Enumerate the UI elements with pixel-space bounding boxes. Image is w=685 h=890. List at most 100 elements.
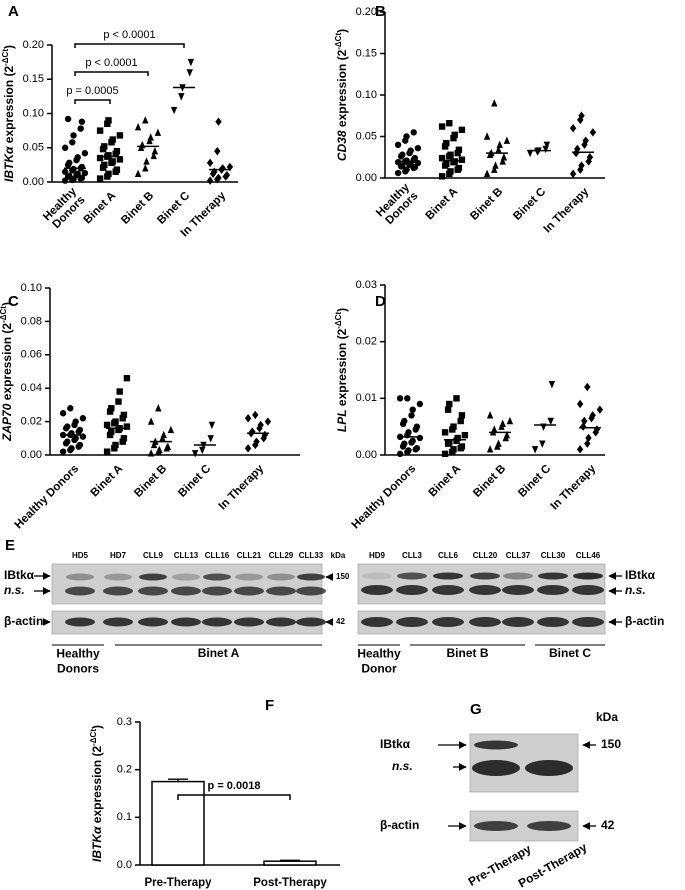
- ylabel-gene: IBTKα: [2, 146, 16, 182]
- blot-band: [171, 586, 201, 596]
- blot-band: [65, 586, 95, 596]
- dot: [112, 418, 119, 425]
- kda-marker: 42: [336, 617, 345, 626]
- dot: [441, 429, 449, 436]
- lane-label: CLL20: [473, 551, 498, 560]
- y-tick-label: 0.05: [356, 130, 377, 142]
- blot-band: [537, 617, 569, 627]
- dot: [454, 434, 461, 442]
- blot-band: [469, 617, 501, 627]
- x-tick-label: Pre-Therapy: [144, 877, 212, 889]
- x-tick-label: In Therapy: [542, 185, 592, 235]
- dot: [596, 405, 604, 414]
- dot: [438, 173, 446, 180]
- dot: [446, 439, 453, 446]
- dot: [116, 156, 124, 163]
- sig-bracket: [74, 71, 149, 76]
- x-tick-label: Binet B: [471, 463, 508, 500]
- dot: [451, 158, 458, 165]
- ylabel-close: ): [335, 308, 349, 312]
- dot: [164, 442, 172, 450]
- dot: [581, 416, 588, 426]
- dot: [405, 429, 412, 436]
- dot: [123, 423, 131, 430]
- dot: [215, 173, 222, 183]
- x-tick-label: Binet A: [427, 463, 464, 500]
- dot: [147, 133, 154, 141]
- y-tick-label: 0.02: [356, 336, 377, 348]
- sig-label: p < 0.0001: [103, 29, 155, 41]
- dot: [539, 440, 546, 448]
- kda-marker: 150: [336, 572, 350, 581]
- blot-band: [202, 617, 232, 627]
- ylabel-close: ): [335, 29, 349, 33]
- panel-label: A: [8, 3, 19, 20]
- ylabel-gene: LPL: [335, 409, 349, 432]
- x-tick-label: In Therapy: [217, 462, 267, 512]
- dot: [589, 411, 596, 420]
- dot: [582, 136, 589, 145]
- dot: [150, 151, 157, 160]
- lane-label: CLL6: [438, 551, 459, 560]
- dot: [586, 153, 594, 162]
- dot: [403, 157, 410, 164]
- dot: [186, 69, 193, 77]
- dot: [72, 435, 79, 442]
- dot: [61, 144, 69, 151]
- dot: [394, 141, 402, 148]
- dot: [112, 441, 119, 449]
- ylabel-text: expression (2: [335, 49, 349, 130]
- x-tick-label: Binet A: [424, 186, 461, 223]
- blot-band: [396, 617, 428, 627]
- dot: [187, 58, 195, 67]
- dot: [413, 423, 421, 430]
- dot: [191, 450, 199, 458]
- dot: [410, 129, 417, 136]
- dot: [394, 169, 402, 177]
- y-axis-label: IBTKα expression (2-ΔCt): [1, 45, 17, 182]
- lane-label: CLL46: [576, 551, 601, 560]
- y-tick-label: 0.00: [23, 176, 44, 188]
- dot: [116, 132, 124, 139]
- band-label: IBtkα: [4, 568, 35, 582]
- dot: [206, 158, 214, 168]
- dot: [572, 148, 580, 158]
- x-tick-label: Binet B: [468, 186, 505, 223]
- ylabel-sup: -ΔCt: [334, 312, 343, 329]
- dot: [111, 445, 118, 452]
- blot-band: [139, 573, 167, 581]
- dot: [491, 165, 498, 173]
- dot: [81, 150, 89, 157]
- dot: [105, 170, 112, 177]
- dot: [108, 405, 115, 412]
- blot-band: [103, 617, 133, 627]
- blot-band: [573, 572, 603, 580]
- sig-label: p = 0.0005: [66, 85, 118, 97]
- dot: [450, 134, 457, 142]
- dot: [78, 163, 86, 171]
- dot: [105, 117, 112, 124]
- blot-band: [527, 821, 571, 831]
- blot-band: [104, 573, 132, 581]
- dot: [79, 415, 87, 422]
- dot: [116, 388, 123, 395]
- y-tick-label: 0.00: [356, 449, 377, 461]
- dot: [458, 443, 466, 450]
- dot: [483, 132, 491, 140]
- blot-band: [138, 617, 168, 627]
- x-tick-label: Binet B: [132, 463, 169, 500]
- dot: [401, 440, 408, 447]
- dot: [447, 168, 454, 175]
- dot: [584, 382, 591, 392]
- ylabel-gene: ZAP70: [0, 403, 14, 442]
- ylabel-text: expression (2: [90, 746, 104, 827]
- y-axis-label: ZAP70 expression (2-ΔCt): [0, 302, 14, 442]
- dot: [207, 435, 214, 443]
- blot-band: [362, 572, 392, 580]
- lane-label: HD5: [72, 551, 89, 560]
- dot: [253, 437, 260, 446]
- dot: [396, 450, 404, 458]
- sig-bracket: [74, 43, 185, 48]
- blot-band: [361, 585, 393, 595]
- dot: [64, 423, 71, 430]
